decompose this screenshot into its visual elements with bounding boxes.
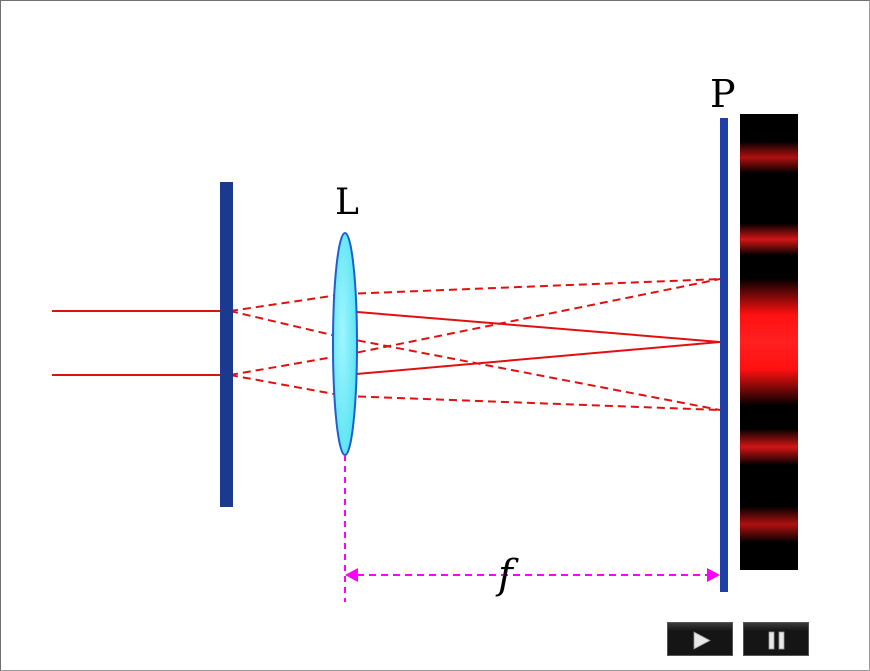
- dimension-arrow-right: [707, 568, 720, 582]
- focal-length-label: f: [498, 552, 513, 598]
- incident-rays: [52, 310, 228, 376]
- dimension-arrow-left: [345, 568, 358, 582]
- diffracted-rays-post-lens: [344, 278, 721, 411]
- focal-length-dimension: [345, 568, 720, 582]
- focused-rays: [344, 310, 721, 376]
- lens-label: L: [335, 182, 359, 223]
- pause-icon: [768, 631, 785, 650]
- slit-plate: [220, 182, 233, 507]
- fringe-pattern: [740, 114, 798, 570]
- pause-button[interactable]: [743, 622, 809, 656]
- diffracted-rays-pre-lens: [229, 293, 346, 397]
- screen-label: P: [710, 72, 736, 116]
- lens: [332, 232, 358, 456]
- play-button[interactable]: [667, 622, 733, 656]
- play-icon: [693, 631, 711, 650]
- screen-plate: [720, 118, 728, 592]
